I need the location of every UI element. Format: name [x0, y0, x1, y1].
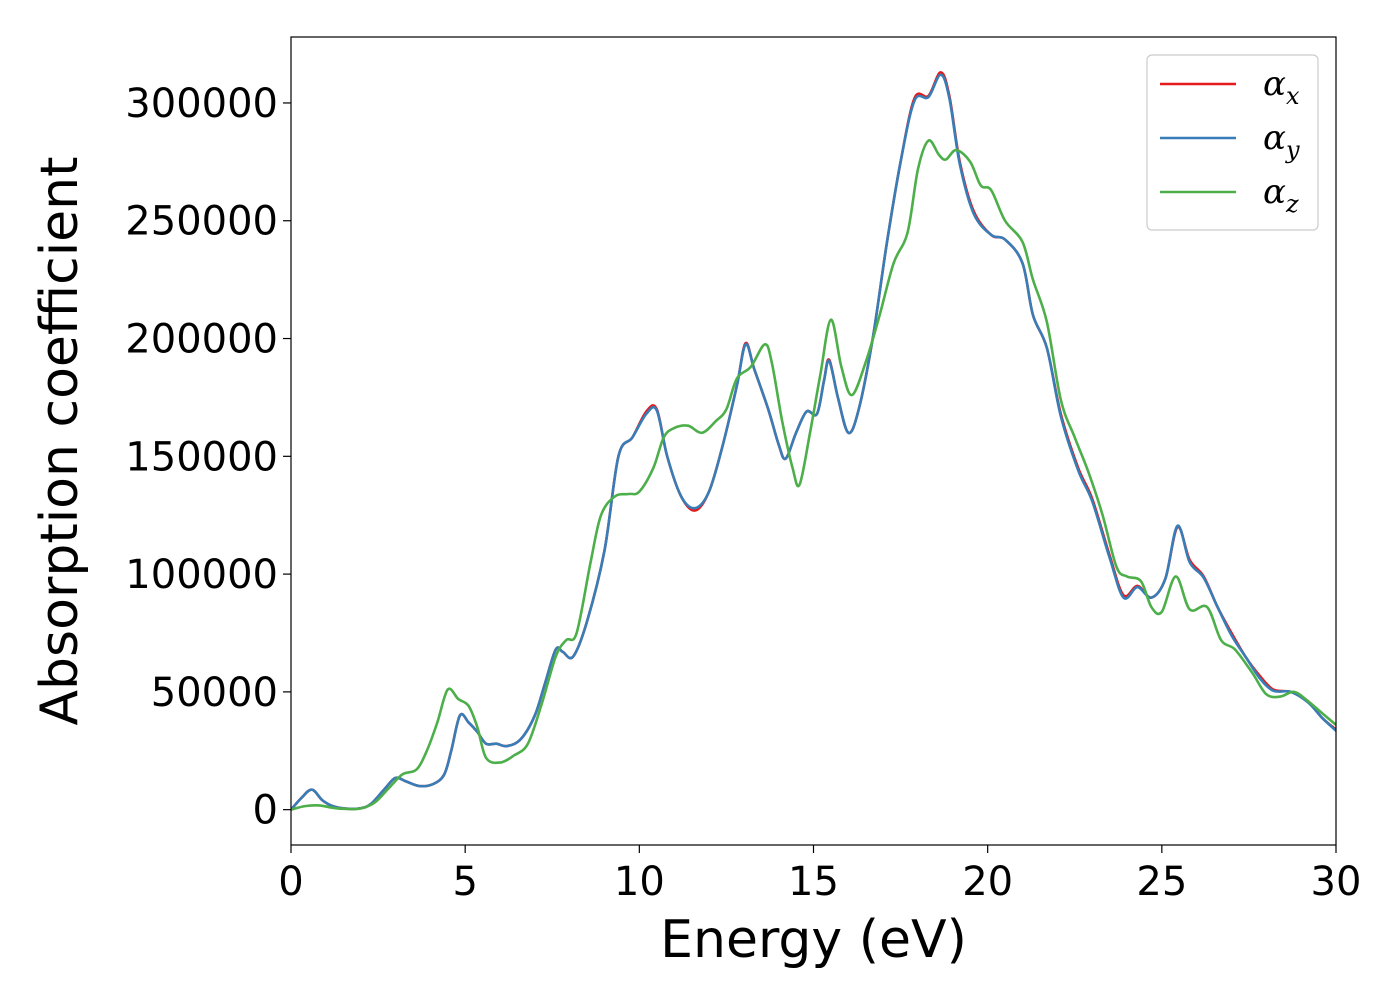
y-axis-ticks: 0 50000 100000 150000 200000 250000 300000 — [125, 81, 291, 834]
y-tick-label: 50000 — [151, 670, 278, 716]
series-line-y — [291, 73, 1336, 811]
legend-label-y: αy — [1263, 118, 1300, 164]
x-tick-label: 20 — [962, 859, 1013, 905]
x-axis-ticks: 0 5 10 15 20 25 30 — [278, 845, 1361, 905]
y-tick-label: 200000 — [125, 317, 278, 363]
x-tick-label: 0 — [278, 859, 303, 905]
x-tick-label: 10 — [614, 859, 665, 905]
x-axis-label: Energy (eV) — [660, 910, 967, 970]
legend-box — [1146, 54, 1319, 231]
x-tick-label: 5 — [452, 859, 477, 905]
y-tick-label: 0 — [253, 788, 278, 834]
legend-label-x: αx — [1263, 64, 1300, 110]
y-tick-label: 100000 — [125, 552, 278, 598]
x-tick-label: 25 — [1136, 859, 1187, 905]
y-tick-label: 250000 — [125, 199, 278, 245]
x-tick-label: 15 — [788, 859, 839, 905]
y-tick-label: 300000 — [125, 81, 278, 127]
legend: αx αy αz — [1146, 54, 1319, 231]
y-axis-label: Absorption coefficient — [30, 156, 90, 725]
series-line-z — [291, 139, 1336, 811]
x-tick-label: 30 — [1311, 859, 1362, 905]
legend-label-z: αz — [1263, 172, 1299, 218]
series-lines — [291, 71, 1336, 811]
y-tick-label: 150000 — [125, 434, 278, 480]
